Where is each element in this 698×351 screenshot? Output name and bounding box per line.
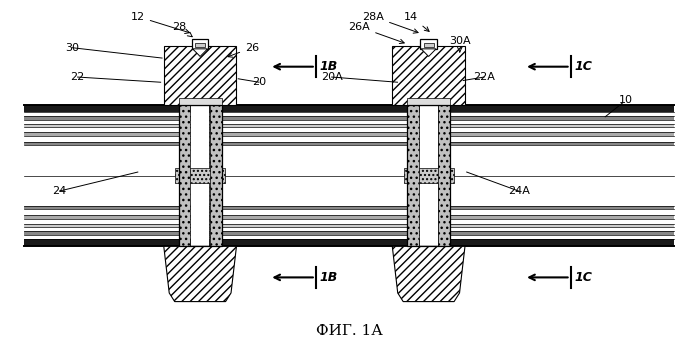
- Polygon shape: [421, 49, 436, 57]
- Text: 20A: 20A: [321, 72, 343, 82]
- Bar: [24, 224, 674, 227]
- Text: 30A: 30A: [449, 36, 470, 52]
- Bar: [24, 141, 674, 145]
- Text: 10: 10: [619, 94, 633, 105]
- Bar: [209, 105, 221, 246]
- Bar: [179, 99, 221, 105]
- Polygon shape: [392, 46, 465, 105]
- Bar: [24, 176, 674, 206]
- Text: 1B: 1B: [320, 271, 338, 284]
- Bar: [24, 116, 674, 120]
- Bar: [24, 239, 674, 246]
- Bar: [424, 42, 433, 47]
- Bar: [195, 42, 205, 47]
- Bar: [419, 105, 432, 246]
- Polygon shape: [392, 246, 465, 302]
- Bar: [192, 39, 209, 49]
- Bar: [438, 105, 450, 246]
- Bar: [24, 120, 674, 124]
- Bar: [24, 105, 674, 112]
- Text: 1C: 1C: [574, 60, 593, 73]
- Bar: [24, 235, 674, 239]
- Bar: [407, 105, 450, 246]
- Text: 12: 12: [131, 12, 190, 33]
- Bar: [24, 105, 674, 246]
- Bar: [24, 145, 674, 176]
- Text: 24A: 24A: [507, 186, 530, 196]
- Text: 1C: 1C: [574, 271, 593, 284]
- Text: 28: 28: [172, 22, 192, 37]
- Bar: [24, 132, 674, 136]
- Bar: [191, 105, 204, 246]
- Text: 22: 22: [70, 72, 84, 82]
- Bar: [420, 39, 437, 49]
- Bar: [24, 231, 674, 235]
- Text: 14: 14: [404, 12, 429, 31]
- Bar: [438, 105, 450, 246]
- Bar: [407, 105, 419, 246]
- Polygon shape: [164, 246, 237, 302]
- Bar: [179, 105, 221, 246]
- Bar: [24, 112, 674, 116]
- Bar: [24, 227, 674, 231]
- Text: ФИГ. 1А: ФИГ. 1А: [315, 324, 383, 338]
- Polygon shape: [193, 49, 207, 57]
- Text: 20: 20: [252, 77, 266, 87]
- Bar: [403, 168, 454, 183]
- Text: 24: 24: [52, 186, 67, 196]
- Bar: [24, 136, 674, 141]
- Text: 28A: 28A: [362, 12, 418, 33]
- Bar: [210, 105, 221, 246]
- Bar: [24, 219, 674, 224]
- Text: 30: 30: [65, 43, 79, 53]
- Text: 22A: 22A: [473, 72, 495, 82]
- Bar: [24, 210, 674, 215]
- Bar: [179, 105, 191, 246]
- Bar: [24, 206, 674, 210]
- Bar: [175, 168, 225, 183]
- Bar: [24, 215, 674, 219]
- Text: 26A: 26A: [348, 22, 404, 44]
- Bar: [24, 124, 674, 127]
- Bar: [419, 105, 438, 246]
- Bar: [407, 99, 450, 105]
- Bar: [191, 105, 209, 246]
- Text: 1B: 1B: [320, 60, 338, 73]
- Text: 26: 26: [228, 43, 259, 57]
- Polygon shape: [164, 46, 237, 105]
- Bar: [24, 127, 674, 132]
